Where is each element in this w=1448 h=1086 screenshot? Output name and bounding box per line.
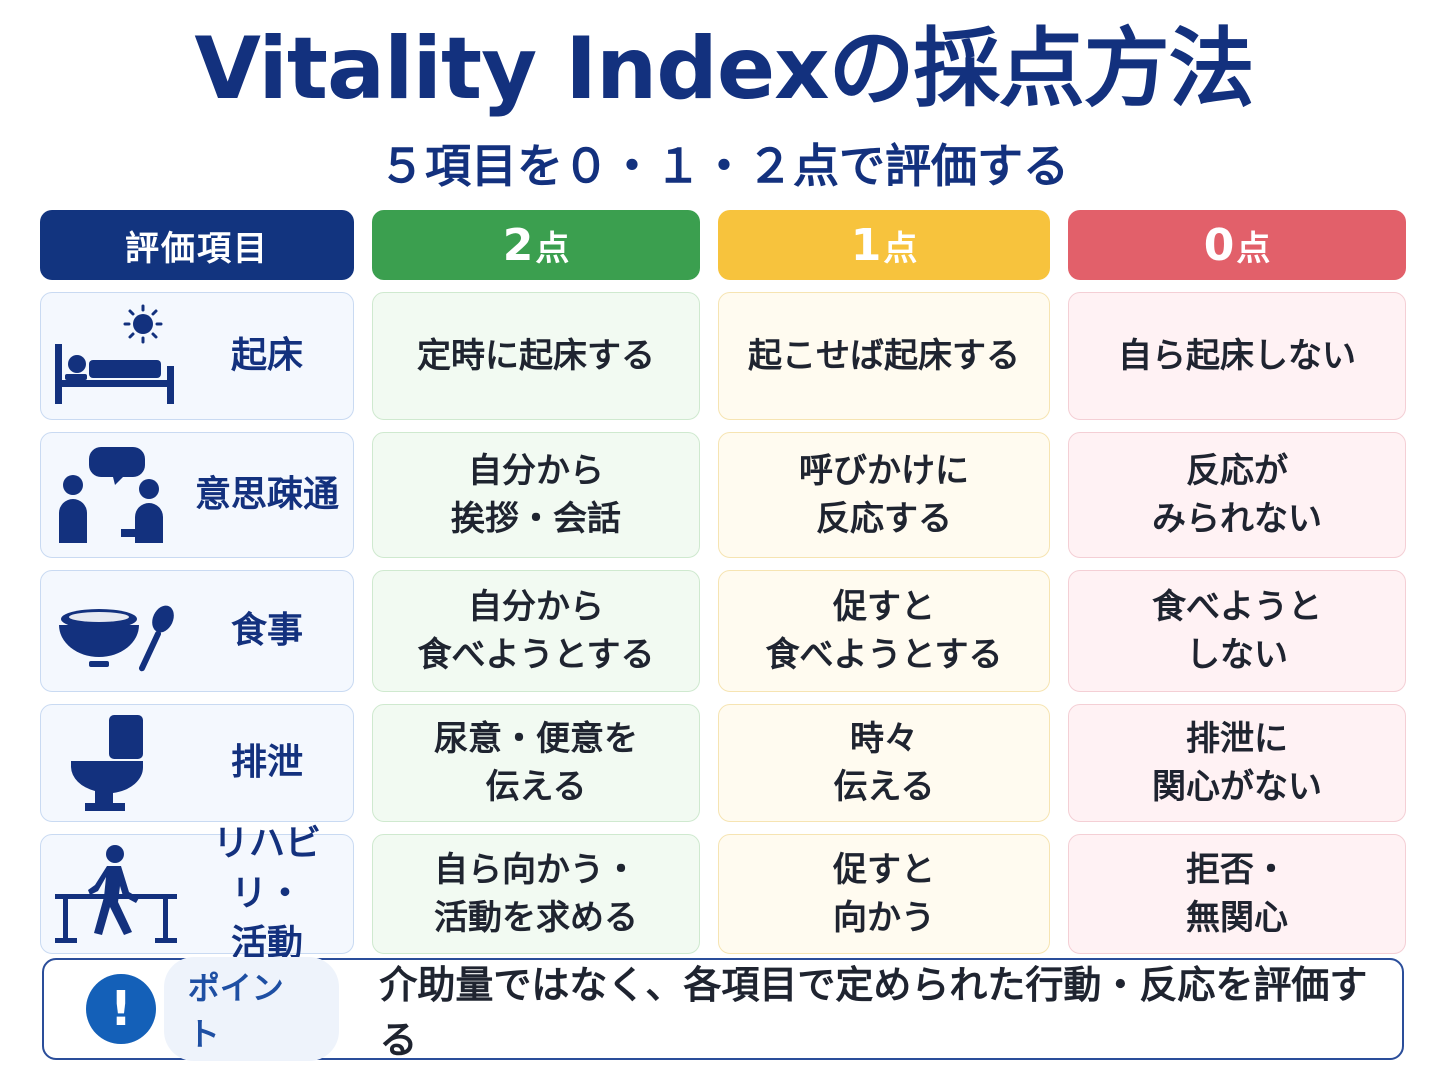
score1-cell-communication: 呼びかけに 反応する (718, 432, 1050, 558)
cell-text-line: 時々 (849, 719, 918, 759)
cell-text-line: みられない (1152, 499, 1322, 539)
label-line: 意思疎通 (194, 474, 339, 515)
label-line: 起床 (230, 335, 303, 376)
score2-cell-wake-up: 定時に起床する (372, 292, 700, 420)
header-score-2-number: 2 (502, 219, 534, 271)
item-label-wake-up: 起床 (191, 331, 353, 381)
cell-text-line: 自分から (467, 587, 604, 627)
cell-text-line: 自分から (468, 451, 604, 491)
cell-text-line: 伝える (833, 767, 935, 807)
cell-text-line: 自ら起床しない (1118, 336, 1356, 376)
score1-cell-meal: 促すと 食べようとする (718, 570, 1050, 692)
point-text: 介助量ではなく、各項目で定められた行動・反応を評価する (379, 963, 1368, 1062)
score2-cell-rehab: 自ら向かう・ 活動を求める (372, 834, 700, 954)
score2-cell-meal: 自分から 食べようとする (372, 570, 700, 692)
score0-cell-excretion: 排泄に 関心がない (1068, 704, 1406, 822)
header-score-2-unit: 点 (535, 228, 570, 269)
cell-text-line: 活動を求める (434, 898, 638, 938)
cell-text-line: 向かう (833, 898, 935, 938)
header-score-1-unit: 点 (883, 228, 918, 269)
header-score-1-number: 1 (850, 219, 882, 271)
cell-text-line: 反応が (1186, 451, 1288, 491)
toilet-icon (41, 708, 191, 818)
score2-cell-excretion: 尿意・便意を 伝える (372, 704, 700, 822)
item-cell-excretion: 排泄 (40, 704, 354, 822)
conversation-icon (41, 440, 191, 550)
cell-text-line: 促すと (833, 850, 935, 890)
cell-text-line: 呼びかけに (799, 451, 969, 491)
score1-cell-rehab: 促すと 向かう (718, 834, 1050, 954)
cell-text-line: 拒否・ (1186, 850, 1288, 890)
score1-cell-wake-up: 起こせば起床する (718, 292, 1050, 420)
score0-cell-communication: 反応が みられない (1068, 432, 1406, 558)
item-label-rehab: リハビリ・ 活動 (191, 819, 353, 969)
cell-text-line: 定時に起床する (417, 336, 655, 376)
header-score-0-unit: 点 (1236, 228, 1271, 269)
label-line: リハビリ・ (212, 823, 321, 914)
exclamation-icon: ! (86, 974, 156, 1044)
rice-bowl-spoon-icon (41, 576, 191, 686)
cell-text-line: 伝える (485, 767, 587, 807)
cell-text-line: 排泄に (1186, 719, 1288, 759)
walking-parallel-bars-icon (41, 839, 191, 949)
cell-text-line: しない (1186, 635, 1288, 675)
header-score-0-number: 0 (1203, 219, 1235, 271)
item-cell-rehab: リハビリ・ 活動 (40, 823, 354, 964)
cell-text-line: 尿意・便意を (434, 719, 638, 759)
bed-sun-icon (41, 301, 191, 411)
item-cell-meal: 食事 (40, 570, 354, 692)
cell-text-line: 食べようとする (417, 635, 655, 675)
item-cell-wake-up: 起床 (40, 292, 354, 420)
cell-text-line: 食べようとする (765, 635, 1003, 675)
cell-text-line: 食べようと (1152, 587, 1322, 627)
page-title: Vitality Indexの採点方法 (194, 19, 1254, 119)
cell-text-line: 無関心 (1186, 898, 1288, 938)
item-label-meal: 食事 (191, 606, 353, 656)
cell-text-line: 促すと (832, 587, 935, 627)
label-line: 排泄 (230, 742, 303, 783)
item-cell-communication: 意思疎通 (40, 432, 354, 558)
label-line: 食事 (230, 610, 303, 651)
cell-text-line: 関心がない (1152, 767, 1322, 807)
item-label-excretion: 排泄 (191, 738, 353, 788)
header-item: 評価項目 (40, 210, 354, 280)
point-box: ! ポイント 介助量ではなく、各項目で定められた行動・反応を評価する (42, 957, 1404, 1062)
cell-text-line: 挨拶・会話 (451, 499, 621, 539)
cell-text-line: 自ら向かう・ (434, 850, 638, 890)
score0-cell-meal: 食べようと しない (1068, 570, 1406, 692)
score2-cell-communication: 自分から 挨拶・会話 (372, 432, 700, 558)
item-label-communication: 意思疎通 (191, 470, 353, 520)
cell-text-line: 起こせば起床する (748, 336, 1020, 376)
page-subtitle: ５項目を０・１・２点で評価する (379, 139, 1069, 193)
score1-cell-excretion: 時々 伝える (718, 704, 1050, 822)
point-label: ポイント (163, 957, 340, 1061)
cell-text-line: 反応する (816, 499, 952, 539)
score0-cell-rehab: 拒否・ 無関心 (1068, 834, 1406, 954)
score0-cell-wake-up: 自ら起床しない (1068, 292, 1406, 420)
